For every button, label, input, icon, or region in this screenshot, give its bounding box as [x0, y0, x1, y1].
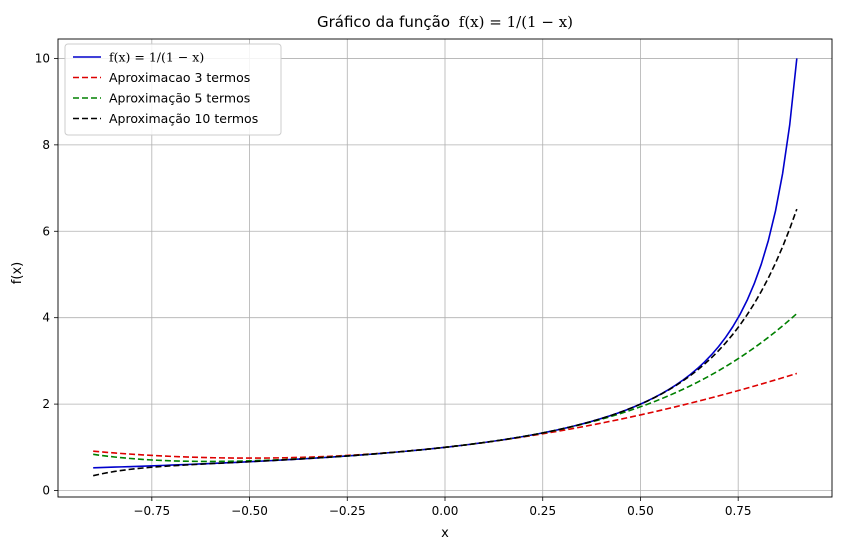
- x-axis-label: x: [441, 526, 449, 541]
- y-tick-label: 2: [42, 397, 50, 411]
- x-tick-label: −0.75: [133, 504, 170, 518]
- x-tick-label: 0.00: [432, 504, 459, 518]
- y-axis-label: f(x): [10, 262, 25, 284]
- legend-label-2: Aproximação 5 termos: [109, 91, 250, 106]
- x-tick-label: −0.25: [329, 504, 366, 518]
- legend-box: [64, 43, 282, 136]
- chart-title-math: f(x) = 1/(1 − x): [459, 13, 573, 31]
- y-tick-label: 10: [35, 51, 50, 65]
- series-line-3: [93, 208, 798, 477]
- y-tick-label: 8: [42, 138, 50, 152]
- y-axis-ticks: 0 2 4 6 8 10: [35, 51, 58, 498]
- legend-label-1: Aproximacao 3 termos: [109, 70, 250, 85]
- x-tick-label: 0.75: [725, 504, 752, 518]
- chart-title-prefix: Gráfico da função: [317, 13, 450, 31]
- x-tick-label: 0.50: [627, 504, 654, 518]
- series-layer: [93, 58, 798, 477]
- legend-label-0: f(x) = 1/(1 − x): [109, 50, 204, 65]
- chart-title: Gráfico da função f(x) = 1/(1 − x): [317, 13, 573, 31]
- legend: f(x) = 1/(1 − x) Aproximacao 3 termos Apro…: [64, 43, 282, 136]
- y-tick-label: 4: [42, 311, 50, 325]
- x-axis-ticks: −0.75 −0.50 −0.25 0.00 0.25 0.50 0.75: [133, 497, 752, 518]
- y-tick-label: 0: [42, 484, 50, 498]
- x-tick-label: −0.50: [231, 504, 268, 518]
- y-tick-label: 6: [42, 224, 50, 238]
- grid: [58, 39, 832, 497]
- legend-label-3: Aproximação 10 termos: [109, 111, 258, 126]
- x-tick-label: 0.25: [529, 504, 556, 518]
